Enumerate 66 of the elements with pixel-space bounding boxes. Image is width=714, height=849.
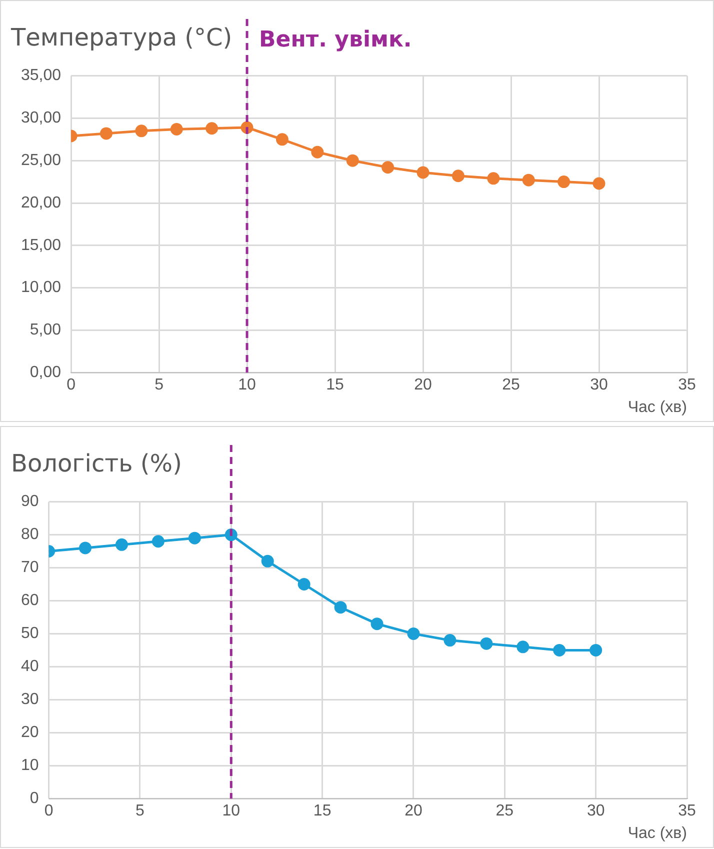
x-tick-label: 5	[154, 376, 164, 394]
y-tick-label: 5,00	[30, 322, 62, 339]
point	[298, 578, 310, 590]
point	[100, 127, 112, 140]
y-tick-label: 80	[21, 526, 39, 544]
point	[206, 122, 218, 135]
ref-line-label: Вент. увімк.	[259, 28, 412, 53]
y-tick-label: 40	[21, 658, 39, 676]
point	[188, 532, 201, 544]
point	[592, 177, 606, 190]
point	[370, 618, 384, 630]
point	[382, 161, 394, 174]
point	[152, 535, 164, 548]
y-tick-label: 35,00	[20, 67, 62, 84]
y-tick-label: 60	[21, 592, 39, 610]
x-tick-label: 20	[414, 376, 432, 394]
point	[522, 174, 535, 186]
point	[558, 176, 570, 188]
point	[261, 554, 274, 568]
x-tick-label: 30	[590, 376, 608, 394]
y-tick-label: 15,00	[20, 236, 62, 254]
point	[334, 601, 347, 614]
point	[480, 637, 493, 650]
x-tick-label: 35	[678, 802, 696, 820]
y-tick-label: 10	[21, 757, 39, 774]
y-tick-label: 25,00	[20, 152, 62, 170]
x-tick-label: 25	[502, 376, 520, 394]
y-tick-label: 20,00	[20, 194, 62, 212]
point	[516, 640, 530, 654]
x-tick-label: 35	[678, 376, 696, 394]
x-tick-label: 10	[238, 376, 256, 394]
x-tick-label: 0	[66, 376, 76, 394]
point	[590, 644, 602, 656]
x-tick-label: 20	[404, 802, 422, 820]
point	[276, 133, 288, 146]
x-tick-label: 5	[136, 802, 145, 820]
y-tick-label: 30	[21, 691, 39, 708]
point	[487, 172, 500, 185]
point	[115, 538, 128, 551]
y-tick-label: 20	[21, 724, 39, 742]
y-tick-label: 30,00	[20, 110, 62, 127]
x-tick-label: 25	[496, 802, 514, 820]
point	[311, 146, 324, 158]
point	[135, 124, 148, 138]
x-tick-label: 15	[326, 376, 344, 394]
point	[444, 634, 456, 647]
x-tick-label: 10	[222, 802, 240, 820]
y-tick-label: 50	[21, 625, 39, 642]
y-tick-label: 10,00	[20, 279, 62, 296]
y-tick-label: 0	[30, 790, 39, 808]
point	[79, 542, 92, 554]
x-tick-label: 15	[313, 802, 332, 820]
point	[346, 154, 359, 167]
x-tick-label: 30	[586, 802, 605, 820]
y-tick-label: 0,00	[30, 364, 62, 382]
chart-title: Вологість (%)	[11, 450, 182, 478]
chart-title: Температура (°C)	[10, 24, 232, 52]
point	[170, 122, 183, 136]
point	[452, 170, 464, 182]
x-axis-title: Час (хв)	[628, 824, 687, 842]
y-tick-label: 70	[21, 559, 39, 576]
y-tick-label: 90	[21, 493, 39, 510]
point	[553, 644, 566, 656]
point	[416, 166, 430, 179]
x-axis-title: Час (хв)	[628, 398, 687, 416]
point	[407, 627, 420, 640]
